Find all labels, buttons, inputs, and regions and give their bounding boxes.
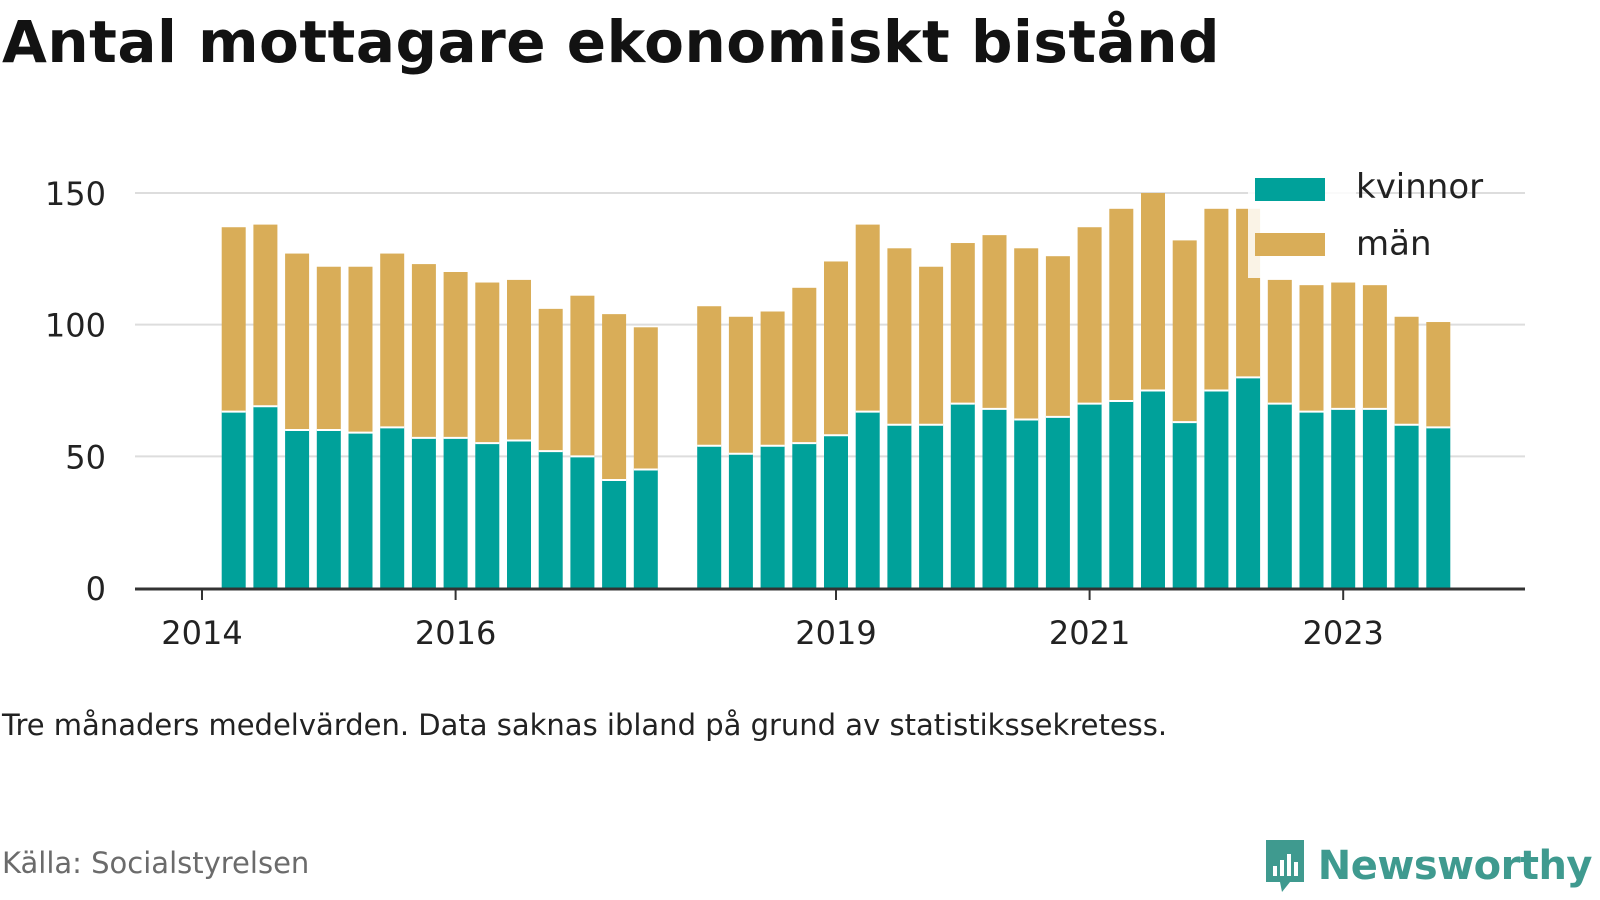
bar-kvinnor [475, 443, 500, 588]
bar-kvinnor [1236, 377, 1261, 588]
bar-man [760, 311, 785, 446]
bar-kvinnor [1331, 408, 1356, 588]
bar-kvinnor [1299, 411, 1324, 588]
bar-man [1267, 279, 1292, 404]
bar-man [221, 227, 246, 412]
bar-man [1331, 282, 1356, 409]
bar-man [1141, 193, 1165, 391]
bar-kvinnor [253, 406, 278, 588]
bar-kvinnor [285, 430, 310, 588]
bar-man [1109, 208, 1134, 402]
bar-kvinnor [1014, 419, 1039, 588]
bar-kvinnor [760, 445, 785, 588]
bar-man [919, 266, 944, 425]
bar-man [1172, 240, 1197, 423]
bar-man [1394, 316, 1419, 425]
bar-kvinnor [697, 445, 722, 588]
y-axis-labels: 0 50 100 150 [45, 175, 106, 608]
bar-kvinnor [1172, 422, 1197, 588]
bar-man [1362, 285, 1387, 409]
bar-man [1045, 256, 1070, 417]
bar-man [538, 308, 563, 452]
bar-kvinnor [950, 403, 975, 588]
bar-kvinnor [1394, 424, 1419, 588]
bar-kvinnor [792, 443, 817, 588]
bar-man [411, 264, 436, 438]
bar-kvinnor [1077, 403, 1102, 588]
bar-kvinnor [380, 427, 405, 588]
bar-man [950, 243, 975, 404]
y-tick-label: 150 [45, 175, 106, 213]
bar-kvinnor [1045, 416, 1070, 588]
bar-man [1204, 208, 1229, 391]
bar-man [602, 314, 627, 481]
chart-note: Tre månaders medelvärden. Data saknas ib… [2, 708, 1168, 742]
bar-kvinnor [1141, 390, 1165, 588]
bar-kvinnor [507, 440, 531, 588]
bar-man [285, 253, 310, 430]
bar-man [380, 253, 405, 428]
bar-kvinnor [982, 408, 1007, 588]
bar-kvinnor [919, 424, 944, 588]
bar-man [316, 266, 341, 430]
bar-kvinnor [1362, 408, 1387, 588]
bar-man [855, 224, 880, 412]
bar-kvinnor [443, 437, 468, 588]
bar-kvinnor [1267, 403, 1292, 588]
x-tick-label: 2019 [795, 614, 876, 652]
bar-kvinnor [824, 435, 848, 588]
bar-man [824, 261, 848, 436]
bar-kvinnor [887, 424, 912, 588]
newsworthy-logo-icon [1265, 840, 1304, 892]
bar-kvinnor [728, 453, 753, 588]
legend-label-man: män [1356, 224, 1432, 264]
newsworthy-logo: Newsworthy [1262, 836, 1593, 896]
chart-title: Antal mottagare ekonomiskt bistånd [2, 8, 1221, 76]
legend-label-kvinnor: kvinnor [1356, 167, 1483, 207]
y-tick-label: 0 [86, 570, 106, 608]
bar-kvinnor [538, 451, 563, 588]
bar-man [1014, 248, 1039, 420]
bar-kvinnor [602, 480, 627, 588]
bar-man [633, 327, 658, 470]
bar-kvinnor [348, 432, 373, 588]
bar-man [792, 287, 817, 444]
bar-kvinnor [221, 411, 246, 588]
y-tick-label: 100 [45, 307, 106, 345]
x-tick-label: 2023 [1302, 614, 1383, 652]
bar-kvinnor [633, 469, 658, 588]
bar-man [443, 272, 468, 438]
x-tick-label: 2016 [415, 614, 496, 652]
bar-kvinnor [855, 411, 880, 588]
legend: kvinnor män [1248, 167, 1483, 278]
y-tick-label: 50 [65, 438, 106, 476]
x-axis: 2014 2016 2019 2021 2023 [135, 587, 1525, 652]
bar-kvinnor [570, 456, 595, 588]
bar-man [570, 295, 595, 457]
bar-man [253, 224, 278, 407]
bar-kvinnor [1204, 390, 1229, 588]
bar-kvinnor [1109, 401, 1134, 588]
bar-man [697, 306, 722, 446]
bar-man [887, 248, 912, 425]
bar-man [348, 266, 373, 433]
bar-kvinnor [316, 430, 341, 588]
legend-swatch-man [1255, 233, 1325, 256]
legend-swatch-kvinnor [1255, 178, 1325, 201]
source-credit: Källa: Socialstyrelsen [2, 846, 310, 880]
bar-kvinnor [1426, 427, 1451, 588]
bar-man [1299, 285, 1324, 412]
bar-man [728, 316, 753, 454]
x-tick-label: 2014 [161, 614, 242, 652]
x-tick-label: 2021 [1049, 614, 1130, 652]
newsworthy-logo-text: Newsworthy [1317, 843, 1593, 889]
bar-man [982, 235, 1007, 409]
bar-man [1077, 227, 1102, 404]
bar-man [507, 279, 531, 441]
bars [221, 193, 1451, 588]
bar-kvinnor [411, 437, 436, 588]
bar-man [1426, 322, 1451, 428]
bar-man [475, 282, 500, 444]
